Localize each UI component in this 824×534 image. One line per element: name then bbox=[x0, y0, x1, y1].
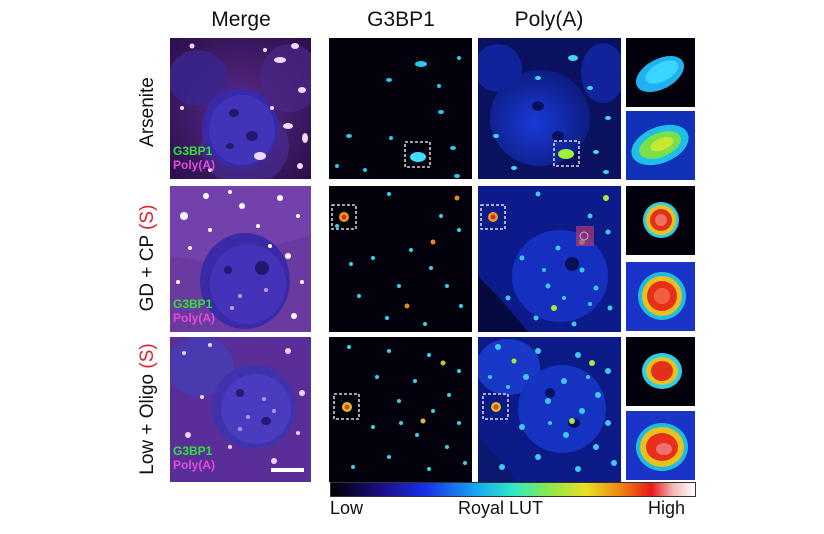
channel-legend: G3BP1 Poly(A) bbox=[173, 297, 215, 325]
merge-image-arsenite: G3BP1 Poly(A) bbox=[170, 38, 311, 179]
zoom-polya-gd-cp bbox=[626, 262, 695, 331]
merge-image-low-oligo: G3BP1 Poly(A) bbox=[170, 337, 311, 482]
polya-image-low-oligo bbox=[478, 337, 621, 482]
lut-name-label: Royal LUT bbox=[458, 498, 544, 518]
g3bp1-image-gd-cp bbox=[329, 186, 472, 332]
channel-legend: G3BP1 Poly(A) bbox=[173, 444, 215, 472]
zoom-g3bp1-gd-cp bbox=[626, 186, 695, 255]
lut-low-label: Low bbox=[330, 498, 364, 518]
g3bp1-image-arsenite bbox=[329, 38, 472, 179]
scale-bar bbox=[271, 468, 304, 472]
column-title-merge: Merge bbox=[211, 8, 271, 31]
g3bp1-image-low-oligo bbox=[329, 337, 472, 482]
zoom-polya-arsenite bbox=[626, 111, 695, 180]
polya-image-arsenite bbox=[478, 38, 621, 179]
lut-high-label: High bbox=[648, 498, 686, 518]
zoom-g3bp1-low-oligo bbox=[626, 337, 695, 406]
stress-marker-s: (S) bbox=[137, 343, 158, 369]
row-label-low-oligo: Low + Oligo (S) bbox=[137, 343, 158, 475]
row-label-gd-cp: GD + CP (S) bbox=[137, 204, 158, 312]
polya-image-gd-cp bbox=[478, 186, 621, 332]
column-title-g3bp1: G3BP1 bbox=[367, 8, 435, 31]
channel-legend: G3BP1 Poly(A) bbox=[173, 144, 215, 172]
merge-image-gd-cp: G3BP1 Poly(A) bbox=[170, 186, 311, 332]
column-title-polya: Poly(A) bbox=[514, 8, 584, 31]
zoom-g3bp1-arsenite bbox=[626, 38, 695, 107]
zoom-polya-low-oligo bbox=[626, 411, 695, 480]
stress-marker-s: (S) bbox=[137, 204, 158, 230]
row-label-arsenite: Arsenite bbox=[137, 77, 158, 147]
royal-lut-colorbar bbox=[330, 482, 696, 497]
